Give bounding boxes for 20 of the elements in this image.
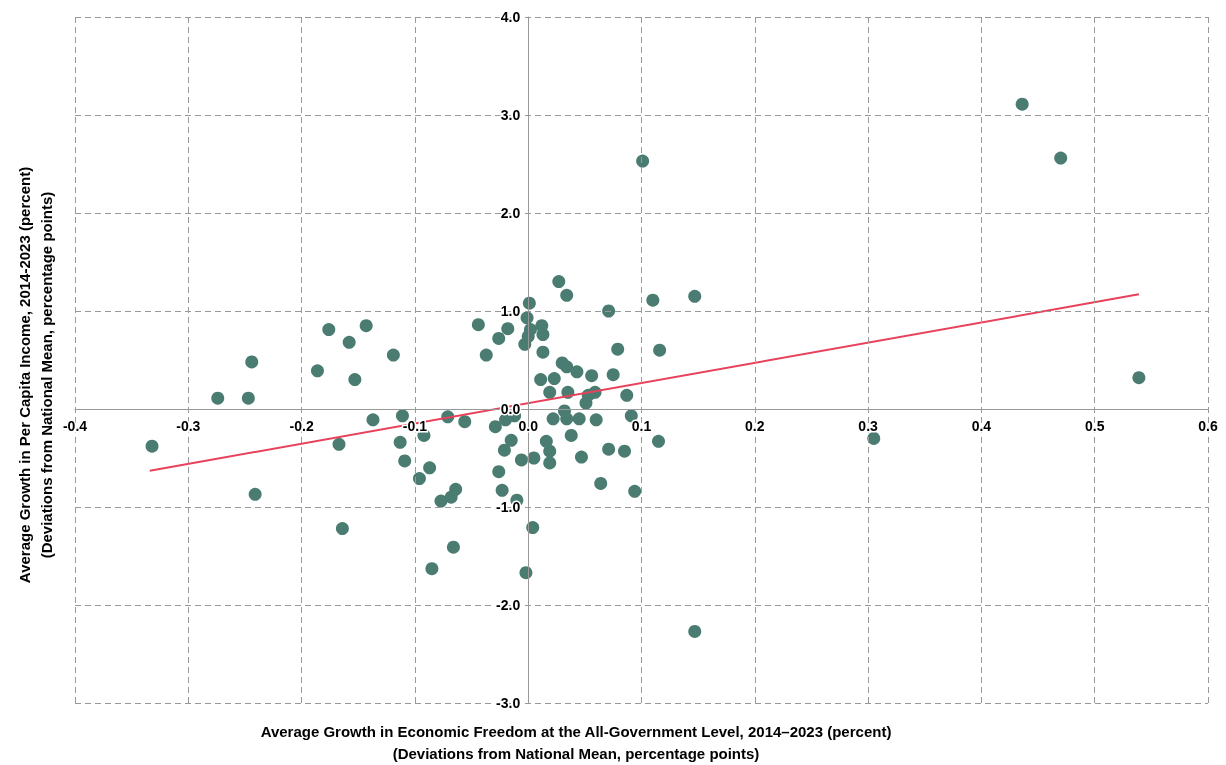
y-tick-label: -1.0: [496, 499, 521, 515]
y-tick-label: 0.0: [500, 401, 521, 417]
x-tick-label: 0.6: [1198, 418, 1218, 434]
x-tick-label: 0.3: [858, 418, 879, 434]
x-tick-label: 0.2: [745, 418, 765, 434]
x-tick-label: 0.0: [518, 418, 539, 434]
y-tick-label: 3.0: [500, 107, 521, 123]
x-tick-label: -0.2: [289, 418, 314, 434]
y-tick-label: 2.0: [500, 205, 521, 221]
y-tick-label: -3.0: [496, 695, 521, 711]
x-tick-label: -0.4: [62, 418, 88, 434]
x-tick-label: 0.1: [631, 418, 652, 434]
y-tick-label: 4.0: [500, 9, 521, 25]
x-tick-label: -0.3: [176, 418, 201, 434]
x-tick-label: 0.5: [1084, 418, 1105, 434]
y-tick-label: -2.0: [496, 597, 521, 613]
y-tick-label: 1.0: [500, 303, 521, 319]
x-axis-title: Average Growth in Economic Freedom at the All-Government Level, 2014–2023 (percent) (Deviations from National Mean, percentage points): [260, 722, 892, 762]
y-axis-title: Average Growth in Per Capita Income, 2014-2023 (percent) (Deviations from National Mean, percentage points): [15, 166, 55, 584]
x-tick-label: 0.4: [971, 418, 992, 434]
